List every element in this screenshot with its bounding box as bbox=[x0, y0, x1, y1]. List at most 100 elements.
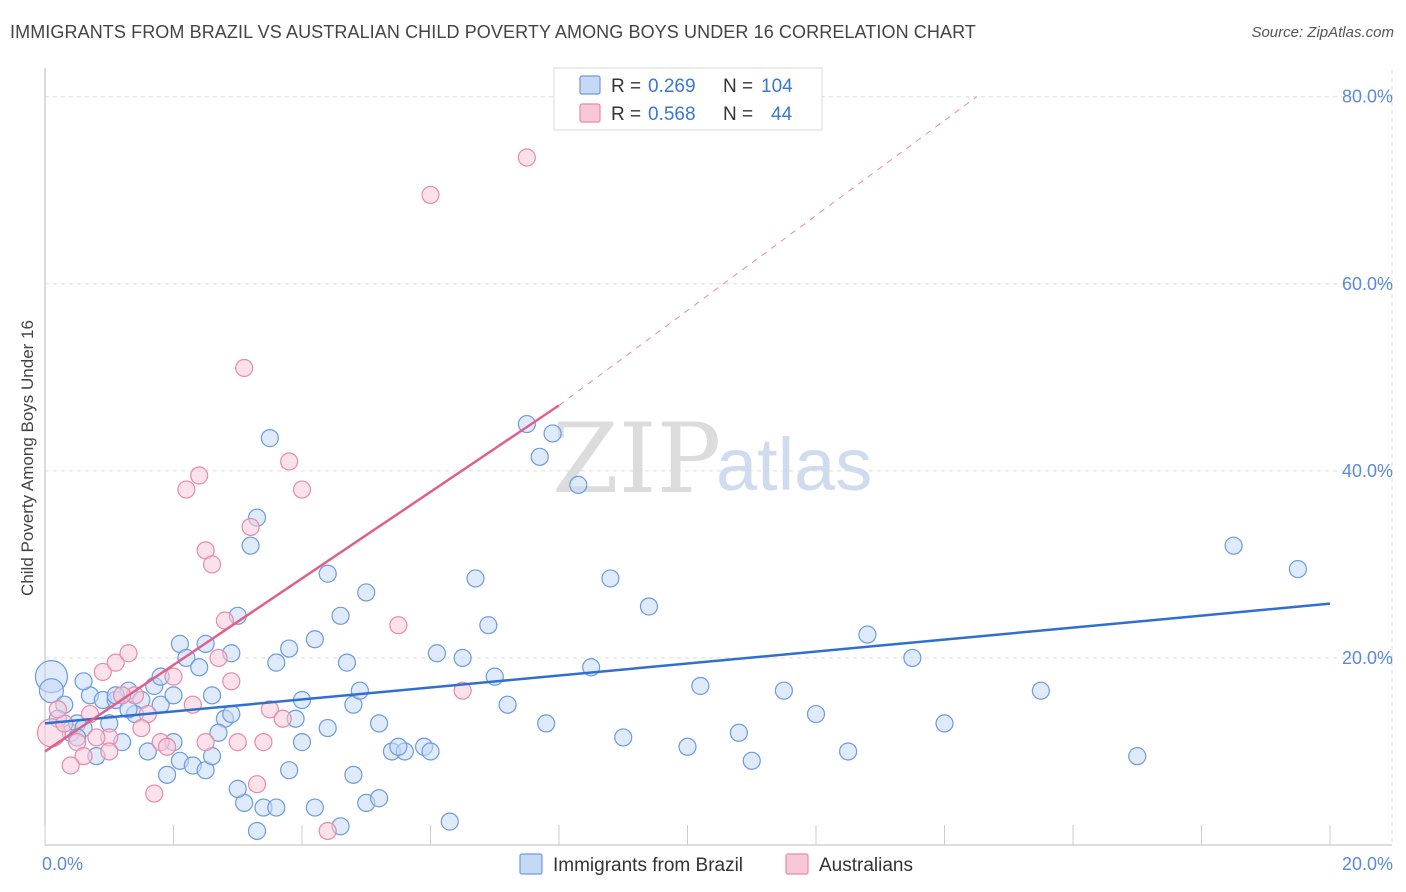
point-brazil bbox=[453, 648, 472, 668]
point-brazil bbox=[331, 606, 350, 625]
stats-r-label-australians: R = bbox=[611, 104, 641, 125]
legend-label-brazil: Immigrants from Brazil bbox=[553, 855, 743, 876]
stats-n-value-brazil: 104 bbox=[761, 76, 793, 97]
point-australians bbox=[517, 148, 536, 167]
legend-label-australians: Australians bbox=[819, 855, 913, 876]
point-brazil bbox=[357, 583, 376, 602]
point-australians bbox=[132, 718, 151, 738]
stats-n-label-australians: N = bbox=[723, 104, 753, 125]
point-australians bbox=[87, 728, 106, 747]
point-brazil bbox=[318, 564, 337, 583]
point-brazil bbox=[530, 447, 549, 466]
point-brazil bbox=[305, 630, 324, 649]
x-tick-label: 0.0% bbox=[42, 854, 83, 874]
point-australians bbox=[48, 700, 67, 719]
stats-r-value-brazil: 0.269 bbox=[648, 76, 696, 97]
point-brazil bbox=[370, 789, 389, 808]
point-brazil bbox=[267, 653, 286, 672]
y-tick-label: 40.0% bbox=[1342, 461, 1393, 481]
point-brazil bbox=[280, 761, 299, 780]
point-brazil bbox=[292, 733, 312, 752]
point-brazil bbox=[228, 779, 247, 798]
point-brazil bbox=[543, 424, 562, 443]
y-tick-label: 60.0% bbox=[1342, 274, 1393, 294]
point-australians bbox=[318, 821, 337, 841]
trend-line-brazil bbox=[44, 602, 1331, 725]
point-brazil bbox=[350, 681, 369, 700]
point-brazil bbox=[479, 616, 498, 635]
point-brazil bbox=[806, 704, 826, 724]
point-australians bbox=[93, 662, 112, 682]
point-brazil bbox=[742, 751, 761, 770]
grid-lines bbox=[45, 70, 1393, 845]
point-australians bbox=[280, 452, 299, 471]
point-brazil bbox=[337, 653, 357, 672]
point-brazil bbox=[498, 695, 517, 714]
point-australians bbox=[222, 672, 241, 691]
point-australians bbox=[100, 742, 119, 761]
point-australians bbox=[247, 775, 267, 794]
trend-line-australians bbox=[44, 404, 560, 753]
point-brazil bbox=[267, 798, 286, 817]
axes bbox=[44, 68, 1392, 846]
point-brazil bbox=[729, 723, 749, 742]
point-australians bbox=[228, 733, 247, 752]
legend-swatch-australians bbox=[785, 853, 809, 875]
point-australians bbox=[421, 185, 440, 205]
point-brazil bbox=[639, 597, 659, 616]
point-brazil bbox=[774, 681, 793, 700]
data-points bbox=[34, 148, 1307, 841]
point-brazil bbox=[517, 414, 536, 434]
point-australians bbox=[145, 784, 164, 803]
stats-n-label-brazil: N = bbox=[723, 76, 753, 97]
stats-r-label-brazil: R = bbox=[611, 76, 641, 97]
legend-swatch-brazil bbox=[519, 853, 543, 875]
point-brazil bbox=[241, 536, 260, 555]
point-brazil bbox=[421, 742, 440, 761]
point-australians bbox=[273, 709, 292, 728]
point-brazil bbox=[858, 625, 877, 644]
point-brazil bbox=[427, 644, 447, 663]
trend-extension-australians bbox=[558, 96, 977, 406]
stats-n-value-australians: 44 bbox=[771, 104, 793, 125]
trend-lines bbox=[44, 96, 1331, 753]
point-brazil bbox=[1288, 559, 1307, 579]
point-brazil bbox=[1224, 536, 1243, 555]
watermark: ZIP atlas bbox=[552, 403, 872, 515]
point-brazil bbox=[318, 718, 337, 738]
point-brazil bbox=[344, 765, 363, 784]
y-tick-label: 20.0% bbox=[1342, 648, 1393, 668]
point-australians bbox=[106, 653, 125, 672]
stats-swatch-brazil bbox=[579, 75, 601, 95]
point-australians bbox=[190, 466, 209, 485]
point-australians bbox=[74, 747, 93, 766]
point-brazil bbox=[569, 475, 588, 494]
point-australians bbox=[453, 681, 472, 700]
point-brazil bbox=[537, 714, 556, 733]
point-brazil bbox=[614, 728, 633, 747]
point-brazil bbox=[247, 821, 267, 841]
point-australians bbox=[177, 480, 196, 499]
point-brazil bbox=[138, 742, 157, 761]
point-australians bbox=[292, 480, 312, 499]
point-brazil bbox=[389, 737, 408, 756]
point-brazil bbox=[440, 812, 459, 831]
point-australians bbox=[202, 555, 222, 574]
point-australians bbox=[196, 733, 215, 752]
point-brazil bbox=[305, 798, 324, 817]
point-brazil bbox=[260, 429, 279, 448]
point-brazil bbox=[280, 639, 299, 658]
point-australians bbox=[209, 648, 228, 668]
point-brazil bbox=[1031, 681, 1050, 700]
source-credit: Source: ZipAtlas.com bbox=[1251, 24, 1394, 41]
point-brazil bbox=[157, 765, 177, 784]
point-brazil bbox=[935, 714, 954, 733]
point-brazil bbox=[222, 704, 241, 724]
point-brazil bbox=[190, 658, 209, 677]
chart-title: IMMIGRANTS FROM BRAZIL VS AUSTRALIAN CHI… bbox=[10, 22, 976, 42]
point-australians bbox=[157, 737, 177, 756]
point-australians bbox=[235, 358, 254, 378]
point-brazil bbox=[466, 569, 485, 588]
point-australians bbox=[241, 517, 260, 537]
